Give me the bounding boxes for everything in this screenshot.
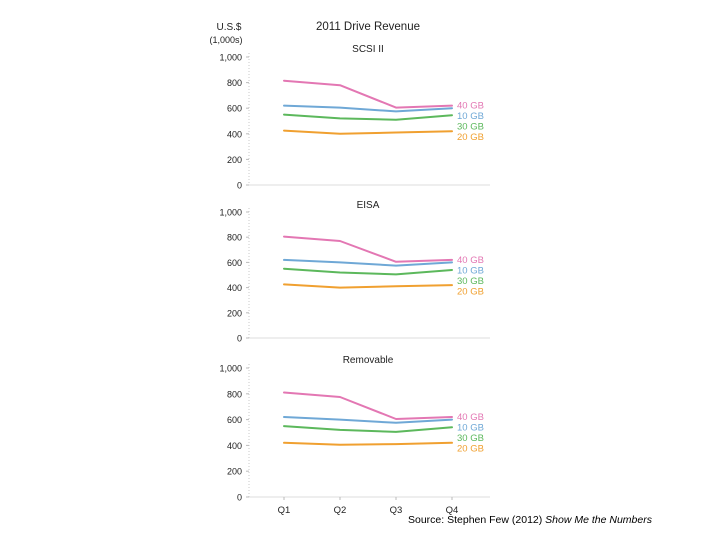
source-book-title: Show Me the Numbers	[545, 514, 652, 526]
series-line-eisa-20gb	[283, 283, 453, 289]
y-tick-label-scsi-ii: 800	[227, 78, 242, 88]
source-citation: Source: Stephen Few (2012) Show Me the N…	[408, 514, 652, 526]
y-tick-label-scsi-ii: 1,000	[219, 53, 242, 63]
series-line-removable-20gb	[283, 441, 453, 446]
series-line-eisa-40gb	[283, 235, 453, 263]
x-tick-label-q2: Q2	[334, 505, 347, 516]
legend-label-eisa-10gb: 10 GB	[457, 265, 484, 276]
y-tick-label-scsi-ii: 0	[237, 181, 242, 191]
source-prefix: Source: Stephen Few (2012)	[408, 514, 546, 526]
series-line-removable-40gb	[283, 391, 453, 420]
x-tick-label-q1: Q1	[278, 505, 291, 516]
y-tick-label-removable: 800	[227, 389, 242, 399]
y-tick-label-eisa: 1,000	[219, 208, 242, 218]
y-tick-label-scsi-ii: 400	[227, 129, 242, 139]
legend-label-removable-30gb: 30 GB	[457, 433, 484, 444]
series-line-removable-10gb	[283, 416, 453, 424]
y-axis-label-line1: U.S.$	[216, 22, 241, 33]
legend-label-removable-10gb: 10 GB	[457, 423, 484, 434]
y-tick-label-eisa: 800	[227, 233, 242, 243]
legend-label-scsi-ii-40gb: 40 GB	[457, 101, 484, 112]
y-tick-label-removable: 600	[227, 415, 242, 425]
y-tick-label-eisa: 0	[237, 334, 242, 344]
y-tick-label-eisa: 200	[227, 308, 242, 318]
legend-label-eisa-30gb: 30 GB	[457, 276, 484, 287]
legend-label-scsi-ii-20gb: 20 GB	[457, 132, 484, 143]
chart-title: 2011 Drive Revenue	[316, 21, 420, 33]
panel-title-removable: Removable	[343, 355, 394, 366]
legend-label-scsi-ii-10gb: 10 GB	[457, 111, 484, 122]
y-tick-label-eisa: 600	[227, 258, 242, 268]
y-axis-label-line2: (1,000s)	[209, 35, 242, 45]
panel-title-eisa: EISA	[357, 200, 380, 211]
y-tick-label-removable: 0	[237, 493, 242, 503]
legend-label-eisa-40gb: 40 GB	[457, 255, 484, 266]
series-line-eisa-10gb	[283, 258, 453, 267]
series-line-removable-30gb	[283, 425, 453, 433]
y-tick-label-scsi-ii: 600	[227, 104, 242, 114]
legend-label-removable-40gb: 40 GB	[457, 412, 484, 423]
legend-label-eisa-20gb: 20 GB	[457, 286, 484, 297]
y-tick-label-removable: 200	[227, 467, 242, 477]
series-line-scsi-ii-30gb	[283, 113, 453, 121]
x-tick-label-q3: Q3	[390, 505, 403, 516]
legend-label-scsi-ii-30gb: 30 GB	[457, 122, 484, 133]
series-line-scsi-ii-20gb	[283, 129, 453, 135]
series-line-scsi-ii-10gb	[283, 104, 453, 113]
series-line-eisa-30gb	[283, 267, 453, 276]
panel-title-scsi-ii: SCSI II	[352, 44, 384, 55]
y-tick-label-removable: 1,000	[219, 364, 242, 374]
series-line-scsi-ii-40gb	[283, 79, 453, 109]
y-tick-label-removable: 400	[227, 441, 242, 451]
legend-label-removable-20gb: 20 GB	[457, 444, 484, 455]
y-tick-label-eisa: 400	[227, 283, 242, 293]
x-tick-label-q4: Q4	[446, 505, 459, 516]
y-tick-label-scsi-ii: 200	[227, 155, 242, 165]
